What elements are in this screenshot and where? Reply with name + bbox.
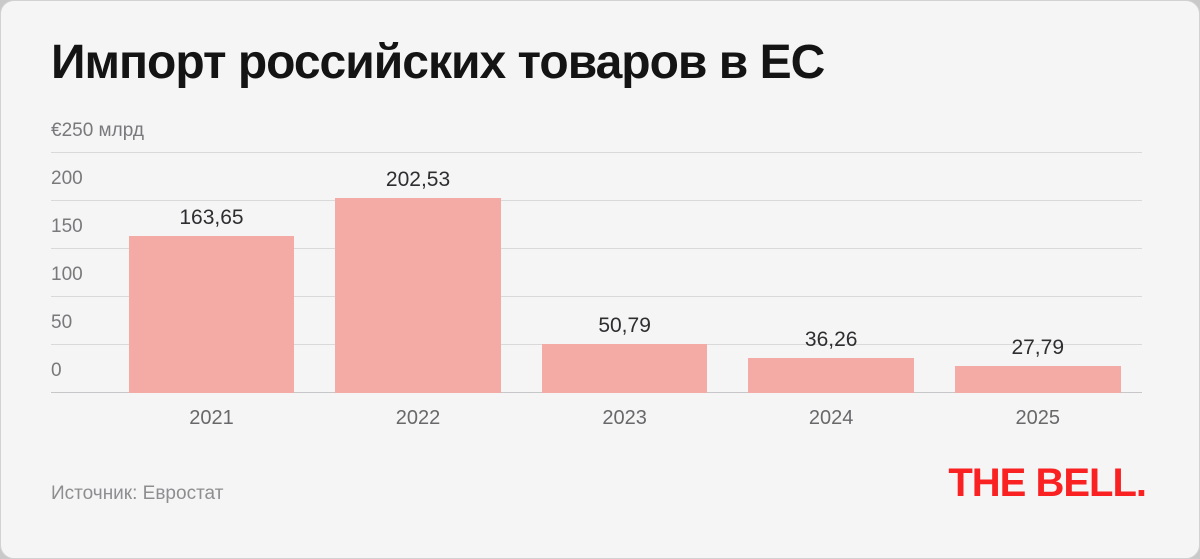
bar-value-label: 27,79 xyxy=(1011,336,1065,360)
y-axis-tick-label: 0 xyxy=(51,360,62,381)
bar-value-label: 36,26 xyxy=(804,328,858,352)
bar-value-label: 50,79 xyxy=(598,314,651,338)
x-axis-label: 2023 xyxy=(602,407,647,429)
gridline xyxy=(51,247,1142,249)
plot-area: 0 50 100 150 200 €250 млрд 163,65 202,53 50,79 36… xyxy=(51,121,1142,393)
bar xyxy=(748,358,914,393)
bar xyxy=(335,198,501,393)
bar-value-label: 202,53 xyxy=(385,168,451,192)
gridline xyxy=(51,199,1142,201)
x-axis: 2021 2022 2023 2024 2025 xyxy=(51,405,1142,431)
y-axis-tick-label: 200 xyxy=(51,167,83,189)
bar xyxy=(954,366,1121,393)
y-axis-tick-label: 50 xyxy=(51,311,73,333)
bar xyxy=(541,344,708,393)
gridline xyxy=(51,295,1142,297)
bar-value-label: 163,65 xyxy=(179,205,244,229)
source-note: Источник: Евростат xyxy=(51,483,224,504)
gridline xyxy=(51,151,1142,153)
y-axis-tick-label: €250 млрд xyxy=(51,119,144,141)
x-axis-label: 2021 xyxy=(189,407,234,429)
bar xyxy=(128,235,295,393)
y-axis-tick-label: 150 xyxy=(51,215,83,237)
x-axis-label: 2025 xyxy=(1015,407,1060,429)
y-axis-tick-label: 100 xyxy=(51,263,83,285)
brand-logo: THE BELL. xyxy=(948,461,1147,505)
x-axis-label: 2024 xyxy=(808,407,854,429)
chart-title: Импорт российских товаров в ЕС xyxy=(51,36,825,89)
x-axis-label: 2022 xyxy=(395,407,441,429)
